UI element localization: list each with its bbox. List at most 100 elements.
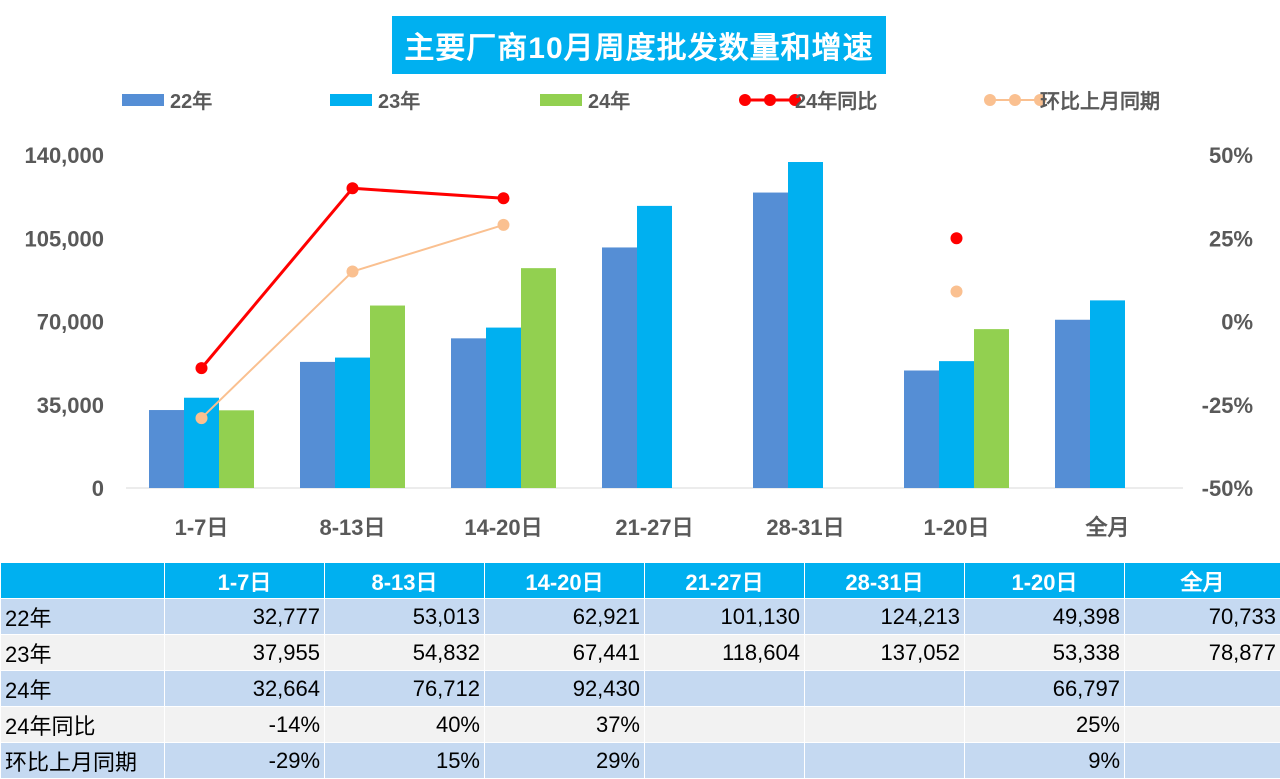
table-header-cell: 1-20日 [965, 563, 1125, 599]
table-cell: 70,733 [1125, 599, 1280, 635]
bar-24年 [219, 410, 254, 488]
table-cell: 137,052 [805, 635, 965, 671]
y-right-tick-label: 25% [1209, 226, 1253, 251]
table-header-cell [1, 563, 165, 599]
bar-22年 [904, 371, 939, 488]
bar-24年 [370, 306, 405, 488]
table-cell [1125, 671, 1280, 707]
table-cell: 49,398 [965, 599, 1125, 635]
y-left-tick-label: 140,000 [24, 143, 104, 168]
legend-swatch-24年 [540, 94, 582, 106]
point-环比上月同期 [347, 266, 359, 278]
y-left-tick-label: 0 [92, 476, 104, 501]
table-header-cell: 全月 [1125, 563, 1280, 599]
bar-22年 [602, 247, 637, 488]
table-cell: 29% [485, 743, 645, 779]
table-cell: 101,130 [645, 599, 805, 635]
table-cell: 118,604 [645, 635, 805, 671]
table-row-label: 23年 [1, 635, 165, 671]
table-cell [1125, 743, 1280, 779]
legend-marker-24年同比 [739, 94, 751, 106]
legend-label-环比上月同期: 环比上月同期 [1040, 90, 1160, 113]
bar-23年 [637, 206, 672, 488]
table-header-cell: 1-7日 [165, 563, 325, 599]
table-cell: 67,441 [485, 635, 645, 671]
chart-svg: 035,00070,000105,000140,000-50%-25%0%25%… [0, 0, 1280, 562]
legend-swatch-22年 [122, 94, 164, 106]
x-tick-label: 1-20日 [923, 515, 989, 540]
table-cell: 53,013 [325, 599, 485, 635]
table-cell [805, 671, 965, 707]
bar-24年 [974, 329, 1009, 488]
table-cell: 15% [325, 743, 485, 779]
x-tick-label: 全月 [1084, 515, 1129, 540]
y-left-tick-label: 70,000 [37, 310, 104, 335]
legend-label-24年: 24年 [588, 89, 630, 113]
table-row-label: 24年同比 [1, 707, 165, 743]
table-cell [805, 743, 965, 779]
bar-22年 [451, 338, 486, 488]
table-row-label: 24年 [1, 671, 165, 707]
point-24年同比 [347, 182, 359, 194]
table-cell: 54,832 [325, 635, 485, 671]
bar-23年 [1090, 300, 1125, 488]
x-tick-label: 21-27日 [615, 515, 693, 540]
y-right-tick-label: -25% [1202, 393, 1253, 418]
y-right-tick-label: 50% [1209, 143, 1253, 168]
y-right-tick-label: 0% [1221, 310, 1253, 335]
table-cell: 66,797 [965, 671, 1125, 707]
legend-label-24年同比: 24年同比 [795, 89, 877, 113]
table-cell: 76,712 [325, 671, 485, 707]
table-cell [645, 707, 805, 743]
line-segment-24年同比 [353, 188, 504, 198]
bar-23年 [939, 361, 974, 488]
point-24年同比 [951, 232, 963, 244]
table-cell [805, 707, 965, 743]
table-header-cell: 14-20日 [485, 563, 645, 599]
legend-marker-24年同比 [764, 94, 776, 106]
legend-marker-环比上月同期 [1009, 94, 1021, 106]
bar-23年 [184, 398, 219, 488]
point-环比上月同期 [196, 412, 208, 424]
table-header-cell: 21-27日 [645, 563, 805, 599]
table-row: 24年同比-14%40%37%25% [1, 707, 1280, 743]
table-cell [1125, 707, 1280, 743]
table-header-cell: 8-13日 [325, 563, 485, 599]
line-segment-环比上月同期 [353, 225, 504, 272]
y-left-tick-label: 35,000 [37, 393, 104, 418]
table-cell: 40% [325, 707, 485, 743]
point-环比上月同期 [498, 219, 510, 231]
bar-22年 [753, 193, 788, 488]
bar-22年 [1055, 320, 1090, 488]
legend-label-23年: 23年 [378, 89, 420, 113]
table-cell: 37% [485, 707, 645, 743]
bar-22年 [149, 410, 184, 488]
legend-marker-环比上月同期 [984, 94, 996, 106]
table-cell: 32,664 [165, 671, 325, 707]
table-cell: -14% [165, 707, 325, 743]
table-cell [645, 743, 805, 779]
table-row: 环比上月同期-29%15%29%9% [1, 743, 1280, 779]
table-cell: 78,877 [1125, 635, 1280, 671]
table-cell: 124,213 [805, 599, 965, 635]
bar-23年 [486, 328, 521, 488]
table-cell: -29% [165, 743, 325, 779]
table-cell: 62,921 [485, 599, 645, 635]
table-cell: 92,430 [485, 671, 645, 707]
point-环比上月同期 [951, 286, 963, 298]
bar-22年 [300, 362, 335, 488]
table-row-label: 22年 [1, 599, 165, 635]
table-cell: 53,338 [965, 635, 1125, 671]
legend-swatch-23年 [330, 94, 372, 106]
point-24年同比 [196, 362, 208, 374]
table-header-cell: 28-31日 [805, 563, 965, 599]
table-cell: 9% [965, 743, 1125, 779]
bar-23年 [788, 162, 823, 488]
x-tick-label: 14-20日 [464, 515, 542, 540]
